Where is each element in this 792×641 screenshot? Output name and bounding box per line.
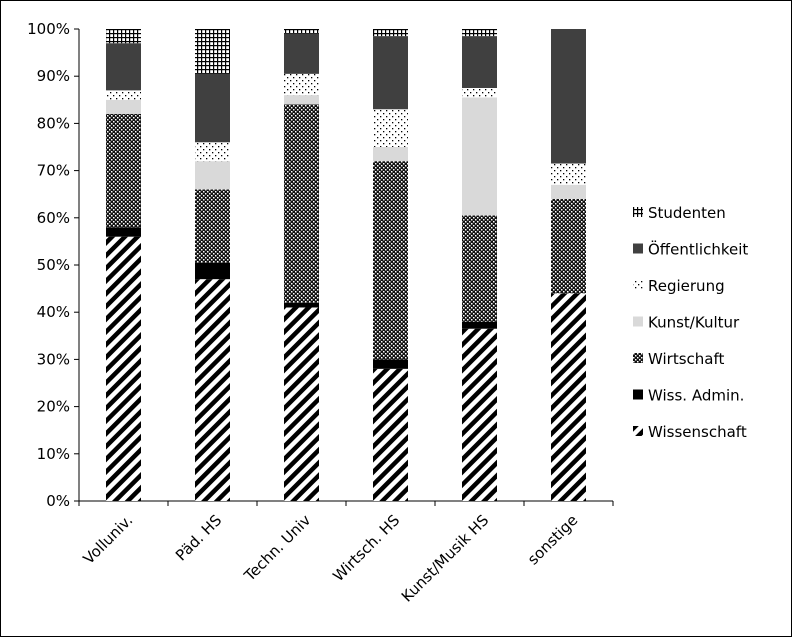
legend-label-offentlichkeit: Öffentlichkeit xyxy=(648,240,748,259)
bar-segment-wirtschaft xyxy=(195,189,230,263)
y-tick-label: 80% xyxy=(37,114,70,132)
bar-segment-wirtschaft xyxy=(284,104,319,303)
bar-segment-wissenschaft xyxy=(462,328,497,501)
bar-segment-offentlichkeit xyxy=(284,33,319,74)
bar-segment-wiss-admin xyxy=(373,359,408,369)
bar-segment-wirtschaft xyxy=(106,113,141,228)
y-tick-label: 10% xyxy=(37,445,70,463)
bar-segment-kunst-kultur xyxy=(195,161,230,190)
legend-swatch-regierung xyxy=(633,280,643,290)
legend-swatch-studenten xyxy=(633,207,643,217)
bar-segment-wiss-admin xyxy=(462,321,497,329)
bar-segment-wissenschaft xyxy=(551,293,586,501)
bar-segment-regierung xyxy=(551,163,586,185)
bar-segment-offentlichkeit xyxy=(373,36,408,110)
y-tick-label: 0% xyxy=(46,492,70,510)
legend-swatch-offentlichkeit xyxy=(633,243,643,254)
y-tick-label: 70% xyxy=(37,162,70,180)
y-tick-label: 60% xyxy=(37,209,70,227)
bar-segment-studenten xyxy=(462,29,497,37)
bar-segment-regierung xyxy=(195,142,230,162)
legend-label-wissenschaft: Wissenschaft xyxy=(648,423,747,441)
bar-segment-wissenschaft xyxy=(195,279,230,501)
bar-segment-wiss-admin xyxy=(284,302,319,308)
bar-segment-wirtschaft xyxy=(551,198,586,294)
legend-swatch-wissenschaft xyxy=(633,426,643,436)
bar-segment-regierung xyxy=(373,109,408,147)
bar-segment-wissenschaft xyxy=(284,307,319,501)
bar-segment-offentlichkeit xyxy=(195,73,230,143)
y-tick-label: 40% xyxy=(37,303,70,321)
y-tick-label: 90% xyxy=(37,67,70,85)
x-category-label: Päd. HS xyxy=(172,511,225,564)
bar-segment-studenten xyxy=(195,29,230,74)
chart-bars xyxy=(106,29,586,501)
bar-segment-regierung xyxy=(106,90,141,100)
bar-segment-kunst-kultur xyxy=(373,147,408,162)
bar-segment-regierung xyxy=(284,73,319,96)
bar-segment-wirtschaft xyxy=(462,215,497,322)
bar-segment-kunst-kultur xyxy=(106,99,141,114)
category-labels: Volluniv. Päd. HS Techn. Univ Wirtsch. HSKu… xyxy=(80,511,582,606)
bar-segment-kunst-kultur xyxy=(551,184,586,199)
y-tick-label: 50% xyxy=(37,256,70,274)
bar-segment-wissenschaft xyxy=(373,368,408,501)
bar-segment-wirtschaft xyxy=(373,161,408,360)
legend-label-wirtschaft: Wirtschaft xyxy=(648,350,724,368)
chart-axes: 0% 10% 20% 30% 40% 50% 60% 70% 80% 90% 100% xyxy=(27,20,614,510)
x-category-label: sonstige xyxy=(524,511,581,568)
bar-segment-studenten xyxy=(106,29,141,44)
bar-segment-wiss-admin xyxy=(106,227,141,237)
bar-segment-kunst-kultur xyxy=(462,97,497,216)
legend-swatch-wirtschaft xyxy=(633,353,643,363)
bar-segment-offentlichkeit xyxy=(462,36,497,88)
x-category-label: Techn. Univ xyxy=(240,511,314,585)
x-category-label: Volluniv. xyxy=(80,511,137,568)
y-tick-label: 20% xyxy=(37,398,70,416)
bar-segment-studenten xyxy=(373,29,408,37)
bar-segment-studenten xyxy=(284,29,319,34)
chart-legend: Studenten Öffentlichkeit Regierung Kunst/Ku… xyxy=(633,204,748,441)
legend-label-regierung: Regierung xyxy=(648,277,725,295)
legend-label-studenten: Studenten xyxy=(648,204,726,222)
legend-swatch-wiss-admin xyxy=(633,389,643,400)
bar-segment-offentlichkeit xyxy=(106,43,141,91)
y-tick-label: 30% xyxy=(37,350,70,368)
bar-segment-wiss-admin xyxy=(195,262,230,280)
bar-segment-kunst-kultur xyxy=(284,95,319,105)
x-category-label: Kunst/Musik HS xyxy=(398,511,492,605)
y-tick-label: 100% xyxy=(27,20,70,38)
bar-segment-offentlichkeit xyxy=(551,29,586,164)
bar-segment-regierung xyxy=(462,88,497,98)
x-category-label: Wirtsch. HS xyxy=(329,511,403,585)
legend-label-wiss-admin: Wiss. Admin. xyxy=(648,387,744,405)
legend-label-kunst-kultur: Kunst/Kultur xyxy=(648,314,740,332)
legend-swatch-kunst-kultur xyxy=(633,316,643,327)
bar-segment-wissenschaft xyxy=(106,236,141,501)
